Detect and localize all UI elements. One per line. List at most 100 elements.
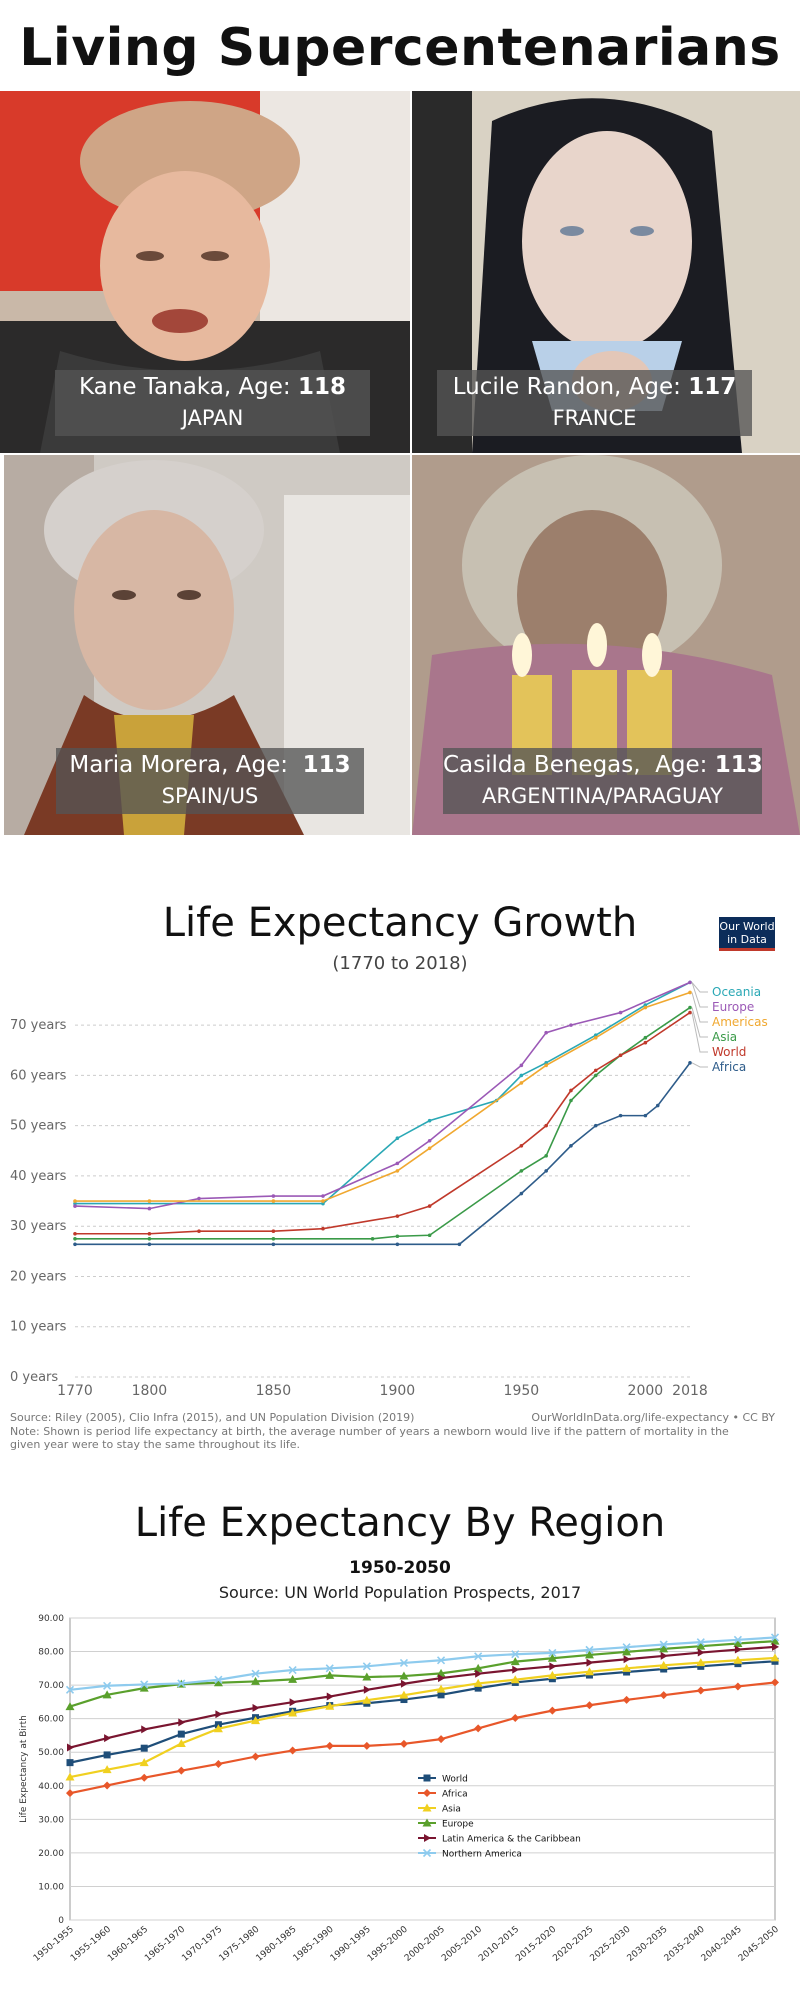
data-point: [688, 1010, 692, 1015]
series-line: [69, 1645, 776, 1749]
data-point: [593, 1033, 598, 1037]
data-point: [549, 1662, 557, 1671]
data-point: [104, 1734, 112, 1743]
photo-kane-tanaka: Kane Tanaka, Age: 118 JAPAN: [0, 91, 410, 453]
chart2-source: Source: UN World Population Prospects, 2…: [218, 1583, 582, 1602]
data-point: [660, 1665, 668, 1673]
legend-label: Europe: [712, 1000, 754, 1014]
data-point: [584, 1667, 594, 1676]
data-point: [548, 1648, 557, 1657]
person-country: FRANCE: [552, 406, 637, 430]
data-point: [288, 1708, 298, 1717]
data-point: [548, 1706, 557, 1715]
data-point: [197, 1196, 201, 1201]
x-tick-label: 1850: [256, 1383, 292, 1399]
legend-connector: [691, 1012, 708, 1053]
data-point: [427, 1233, 432, 1238]
y-tick-label: 60 years: [10, 1068, 67, 1083]
data-point: [103, 1781, 112, 1790]
legend-connector: [691, 1062, 708, 1068]
chart1-title: Life Expectancy Growth: [162, 900, 638, 946]
caption-lucile-randon: Lucile Randon, Age: 117 FRANCE: [437, 370, 752, 436]
data-point: [643, 1003, 648, 1007]
legend-label: Asia: [712, 1030, 737, 1044]
data-point: [643, 1113, 648, 1118]
person-name: Casilda Benegas,: [443, 752, 641, 778]
chart1-note: Note: Shown is period life expectancy at…: [10, 1425, 729, 1451]
age-label: Age:: [628, 374, 681, 400]
person-country: SPAIN/US: [161, 784, 259, 808]
data-point: [474, 1724, 483, 1733]
data-point: [395, 1169, 400, 1173]
data-point: [427, 1118, 432, 1123]
data-point: [696, 1686, 705, 1695]
data-point: [140, 1773, 149, 1782]
chart1-credit: OurWorldInData.org/life-expectancy • CC …: [531, 1411, 775, 1424]
data-point: [395, 1214, 400, 1218]
data-point: [643, 1005, 648, 1010]
data-point: [362, 1741, 371, 1750]
data-point: [321, 1199, 325, 1203]
data-point: [473, 1663, 483, 1672]
chart2-title: Life Expectancy By Region: [134, 1500, 666, 1546]
person-name: Lucile Randon,: [452, 374, 622, 400]
x-tick-label: 2000: [628, 1383, 664, 1399]
chart2-subtitle: 1950-2050: [349, 1558, 451, 1578]
data-point: [512, 1665, 520, 1674]
data-point: [271, 1229, 276, 1234]
data-point: [422, 1818, 432, 1827]
age-label: Age:: [238, 374, 291, 400]
data-point: [66, 1759, 74, 1767]
data-point: [325, 1664, 334, 1673]
data-point: [544, 1123, 548, 1128]
series-line-europe: [74, 981, 691, 1210]
data-point: [510, 1675, 520, 1684]
data-point: [618, 1053, 623, 1058]
data-point: [733, 1639, 743, 1648]
caption-casilda-benegas: Casilda Benegas, Age: 113 ARGENTINA/PARA…: [443, 748, 763, 814]
data-point: [321, 1226, 325, 1231]
data-point: [177, 1679, 186, 1688]
y-tick-label: 40 years: [10, 1169, 67, 1184]
data-point: [251, 1669, 260, 1678]
data-point: [584, 1650, 594, 1659]
data-point: [73, 1204, 77, 1208]
data-point: [427, 1204, 432, 1208]
data-point: [251, 1716, 261, 1725]
person-country: JAPAN: [181, 406, 244, 430]
data-point: [178, 1718, 186, 1727]
life-expectancy-by-region-chart: 0 10.00 20.00 30.00 40.00 50.00 60.00 70.00 80.0…: [19, 1614, 781, 1964]
y-tick-label: 50.00: [38, 1748, 64, 1758]
data-point: [147, 1236, 152, 1241]
data-point: [251, 1676, 261, 1685]
x-tick-label: 2045-2050: [737, 1924, 781, 1963]
legend-connector: [691, 982, 708, 1008]
y-axis-label: Life Expectancy at Birth: [19, 1715, 29, 1823]
data-point: [622, 1647, 632, 1656]
data-point: [65, 1772, 75, 1781]
photo-casilda-benegas: Casilda Benegas, Age: 113 ARGENTINA/PARA…: [412, 455, 800, 835]
data-point: [73, 1231, 77, 1236]
person-age: 118: [297, 374, 346, 400]
data-point: [547, 1653, 557, 1662]
data-point: [696, 1658, 706, 1667]
data-point: [427, 1146, 432, 1151]
series-line: [69, 1656, 776, 1779]
data-point: [214, 1675, 223, 1684]
data-point: [147, 1199, 152, 1203]
data-point: [585, 1645, 594, 1654]
data-point: [423, 1774, 431, 1782]
data-point: [734, 1645, 742, 1654]
data-point: [585, 1701, 594, 1710]
y-tick-label: 30.00: [38, 1815, 64, 1825]
data-point: [593, 1073, 598, 1078]
data-point: [544, 1030, 548, 1035]
data-point: [251, 1752, 260, 1761]
series-line-world: [75, 1011, 691, 1235]
data-point: [271, 1194, 276, 1198]
y-tick-label: 70.00: [38, 1681, 64, 1691]
legend-connector: [691, 1007, 708, 1038]
y-tick-label: 20 years: [10, 1269, 67, 1284]
data-point: [544, 1061, 548, 1065]
series-line-oceania: [75, 981, 691, 1205]
